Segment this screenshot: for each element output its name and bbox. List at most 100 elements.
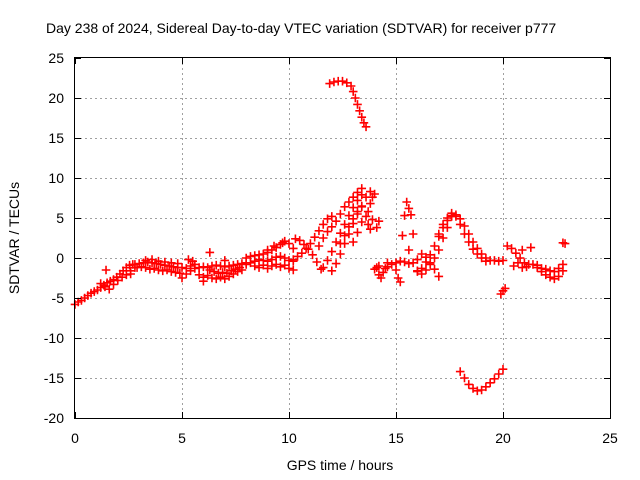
data-point	[310, 232, 319, 242]
data-point	[357, 202, 367, 212]
data-point	[554, 264, 563, 273]
data-point	[199, 276, 208, 286]
data-point	[395, 277, 405, 287]
data-points	[70, 76, 570, 396]
y-tick-label: -10	[44, 330, 64, 346]
data-point	[348, 214, 358, 224]
data-point	[421, 257, 431, 267]
data-point	[532, 260, 542, 270]
data-point	[353, 100, 362, 109]
data-point	[368, 215, 377, 224]
data-point	[327, 212, 337, 221]
data-point	[295, 236, 304, 245]
data-point	[351, 93, 360, 103]
data-point	[517, 263, 527, 272]
data-point	[513, 258, 523, 268]
data-point	[280, 260, 290, 270]
data-point	[297, 248, 307, 258]
data-point	[323, 256, 332, 265]
x-axis-label: GPS time / hours	[287, 457, 394, 473]
data-point	[477, 253, 486, 263]
data-point	[464, 380, 474, 389]
data-point	[404, 245, 414, 255]
data-point	[417, 249, 426, 259]
data-point	[430, 264, 439, 274]
data-point	[348, 237, 358, 247]
data-point	[323, 227, 332, 236]
data-point	[327, 266, 337, 276]
data-point	[473, 249, 482, 259]
data-point	[312, 257, 322, 267]
data-point	[125, 260, 134, 270]
data-point	[464, 237, 474, 247]
data-point	[361, 212, 371, 221]
data-point	[327, 247, 337, 256]
data-point	[366, 224, 375, 234]
data-point	[408, 258, 418, 268]
data-point	[558, 260, 568, 269]
data-point	[318, 220, 328, 229]
data-point	[348, 87, 358, 96]
data-point	[353, 196, 362, 205]
data-point	[288, 265, 298, 275]
data-point	[348, 203, 358, 212]
data-point	[438, 220, 448, 229]
data-point	[113, 276, 123, 285]
data-point	[96, 279, 105, 288]
data-point	[496, 289, 506, 299]
data-point	[374, 261, 384, 271]
data-point	[550, 267, 559, 276]
y-tick-label: 10	[48, 170, 64, 186]
axis-ticks	[75, 58, 611, 419]
data-point	[509, 261, 518, 271]
data-point	[269, 241, 279, 251]
data-point	[308, 250, 317, 260]
data-point	[537, 264, 546, 273]
x-tick-label: 10	[281, 430, 297, 446]
data-point	[468, 244, 478, 254]
data-point	[220, 256, 230, 265]
data-point	[425, 250, 435, 260]
data-point	[443, 213, 452, 223]
data-point	[137, 262, 146, 272]
data-point	[498, 364, 508, 374]
data-point	[498, 256, 508, 265]
data-point	[346, 81, 356, 91]
data-point	[205, 248, 215, 257]
data-point	[263, 245, 272, 255]
data-point	[353, 188, 362, 197]
y-tick-label: 0	[56, 250, 64, 266]
data-point	[340, 202, 349, 212]
data-point	[430, 253, 439, 263]
y-tick-label: 5	[56, 210, 64, 226]
data-point	[132, 263, 142, 272]
data-point	[199, 262, 208, 272]
data-point	[413, 255, 422, 264]
data-point	[383, 262, 392, 272]
data-point	[145, 264, 155, 274]
data-point	[336, 249, 345, 259]
data-point	[545, 266, 555, 276]
data-point	[288, 244, 298, 253]
data-point	[331, 216, 341, 226]
data-point	[372, 223, 382, 232]
data-point	[406, 210, 416, 220]
data-point	[278, 238, 287, 248]
x-tick-label: 15	[388, 430, 404, 446]
data-point	[522, 262, 531, 272]
data-point	[331, 259, 341, 268]
data-point	[398, 231, 407, 240]
x-tick-label: 25	[602, 430, 618, 446]
data-point	[293, 252, 302, 261]
data-point	[194, 263, 204, 272]
data-point	[318, 263, 328, 272]
data-point	[363, 220, 373, 229]
x-tick-label: 0	[71, 430, 79, 446]
data-point	[271, 252, 281, 262]
data-point	[434, 245, 444, 255]
data-point	[327, 222, 337, 232]
data-point	[214, 268, 223, 278]
data-point	[404, 204, 414, 213]
data-point	[490, 374, 499, 384]
